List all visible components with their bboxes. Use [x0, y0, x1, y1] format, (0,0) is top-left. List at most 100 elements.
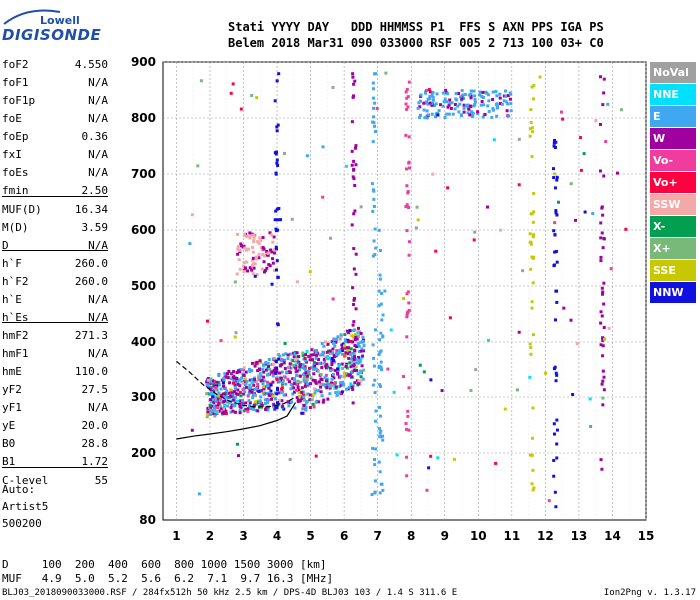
echo-point: [505, 109, 509, 113]
echo-point: [342, 375, 346, 379]
echo-point: [243, 390, 247, 394]
echo-point: [242, 380, 246, 384]
echo-point: [296, 388, 300, 392]
echo-point: [378, 384, 382, 388]
echo-point: [360, 347, 364, 351]
echo-point: [405, 315, 409, 319]
echo-point: [341, 380, 345, 384]
echo-point: [459, 114, 463, 118]
echo-point: [338, 350, 342, 354]
echo-point: [583, 210, 587, 214]
param-value: 0.36: [81, 130, 109, 143]
echo-point: [209, 392, 213, 396]
echo-point: [538, 75, 542, 79]
echo-point: [471, 115, 475, 119]
echo-point: [274, 227, 278, 231]
echo-point: [427, 88, 431, 92]
param-name: h`E: [2, 293, 22, 306]
echo-point: [326, 355, 330, 359]
echo-point: [314, 381, 318, 385]
echo-point: [359, 349, 363, 353]
param-name: yF1: [2, 401, 22, 414]
echo-point: [330, 340, 334, 344]
param-row-md: M(D) 3.59: [2, 221, 108, 237]
y-tick-label: 500: [131, 279, 156, 293]
echo-point: [362, 349, 366, 353]
echo-point: [473, 230, 477, 234]
echo-point: [487, 93, 491, 97]
echo-point: [579, 168, 583, 172]
logo-digisonde: DIGISONDE: [2, 26, 102, 44]
echo-point: [310, 398, 314, 402]
echo-point: [352, 369, 356, 373]
param-value: 260.0: [74, 257, 108, 270]
echo-point: [338, 391, 342, 395]
echo-point: [238, 404, 242, 408]
echo-point: [529, 267, 533, 271]
echo-point: [298, 368, 302, 372]
echo-point: [252, 403, 256, 407]
echo-point: [266, 361, 270, 365]
echo-point: [272, 402, 276, 406]
echo-point: [446, 105, 450, 109]
echo-point: [380, 291, 384, 295]
echo-point: [468, 113, 472, 117]
echo-point: [528, 232, 532, 236]
param-row-b0: B0 28.8: [2, 437, 108, 453]
echo-point: [374, 72, 378, 76]
echo-point: [293, 357, 297, 361]
echo-point: [408, 166, 412, 170]
echo-point: [324, 364, 328, 368]
echo-point: [530, 482, 534, 486]
echo-point: [416, 218, 420, 222]
echo-point: [330, 377, 334, 381]
echo-point: [208, 403, 212, 407]
echo-point: [418, 363, 422, 367]
echo-point: [252, 407, 256, 411]
echo-point: [236, 247, 240, 251]
echo-point: [405, 203, 409, 207]
echo-point: [329, 369, 333, 373]
echo-point: [238, 411, 242, 415]
echo-point: [260, 267, 264, 271]
echo-point: [377, 304, 381, 308]
echo-point: [470, 110, 474, 114]
echo-point: [282, 407, 286, 411]
echo-point: [553, 221, 557, 225]
echo-point: [208, 412, 212, 416]
echo-point: [431, 95, 435, 99]
echo-point: [435, 92, 439, 96]
echo-point: [250, 93, 254, 97]
echo-point: [340, 390, 344, 394]
echo-point: [302, 379, 306, 383]
echo-point: [446, 186, 450, 190]
echo-point: [553, 146, 557, 150]
echo-point: [247, 386, 251, 390]
echo-point: [260, 403, 264, 407]
echo-point: [302, 403, 306, 407]
param-row-mufd: MUF(D) 16.34: [2, 203, 108, 219]
echo-point: [304, 401, 308, 405]
echo-point: [350, 223, 354, 227]
echo-point: [266, 251, 270, 255]
param-value: 271.3: [74, 329, 108, 342]
echo-point: [599, 259, 603, 263]
echo-point: [231, 375, 235, 379]
legend-item-ssw: SSW: [650, 194, 696, 215]
echo-point: [276, 386, 280, 390]
note-line: Auto:: [2, 483, 36, 496]
echo-point: [343, 333, 347, 337]
echo-point: [260, 248, 264, 252]
echo-point: [418, 105, 422, 109]
echo-point: [298, 374, 302, 378]
echo-point: [407, 206, 411, 210]
echo-point: [509, 92, 513, 96]
echo-point: [552, 474, 556, 478]
echo-point: [262, 247, 266, 251]
echo-point: [424, 91, 428, 95]
echo-point: [404, 133, 408, 137]
legend-item-x: X+: [650, 238, 696, 259]
echo-point: [273, 397, 277, 401]
echo-point: [222, 376, 226, 380]
echo-point: [188, 242, 192, 246]
